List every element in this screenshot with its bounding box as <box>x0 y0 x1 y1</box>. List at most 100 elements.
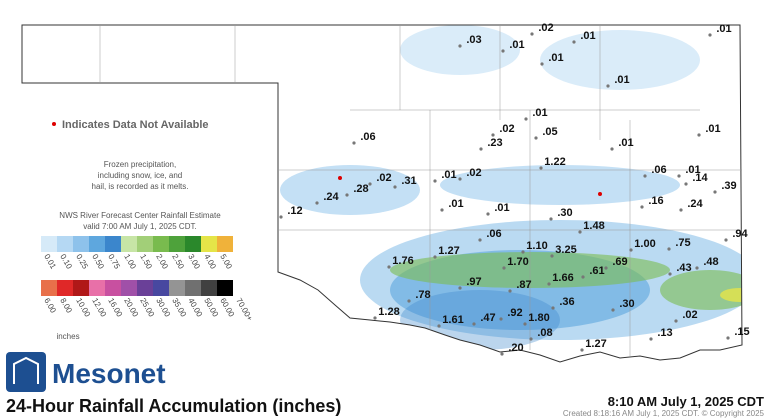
state-outline <box>21 24 743 363</box>
station-dot <box>523 322 527 326</box>
legend-swatch <box>153 236 169 252</box>
legend-label: 0.75 <box>106 253 122 271</box>
legend-label: 10.00 <box>74 297 92 319</box>
station-value: .87 <box>516 279 531 291</box>
station-value: .08 <box>537 327 552 339</box>
station-dot <box>345 193 349 197</box>
station-dot <box>668 272 672 276</box>
station-value: .39 <box>721 180 736 192</box>
station-value: .30 <box>557 207 572 219</box>
station-value: .15 <box>734 326 749 338</box>
station-dot <box>629 248 633 252</box>
station-dot <box>501 49 505 53</box>
legend-label: 70.00+ <box>234 297 254 323</box>
missing-station <box>338 176 342 180</box>
legend-swatch <box>201 236 217 252</box>
station-value: .43 <box>676 262 691 274</box>
legend-label: 12.00 <box>90 297 108 319</box>
station-dot <box>674 319 678 323</box>
legend-units: inches <box>56 332 79 341</box>
legend-label: 35.00 <box>170 297 188 319</box>
station-dot <box>713 190 717 194</box>
station-dot <box>550 254 554 258</box>
station-value: .92 <box>507 307 522 319</box>
station-dot <box>578 230 582 234</box>
legend-title: valid 7:00 AM July 1, 2025 CDT. <box>83 222 196 231</box>
station-dot <box>499 317 503 321</box>
station-dot <box>530 32 534 36</box>
station-value: .24 <box>687 198 703 210</box>
legend-swatch <box>217 280 233 296</box>
station-value: 1.66 <box>552 272 573 284</box>
legend-swatch <box>169 236 185 252</box>
station-dot <box>491 133 495 137</box>
station-value: 1.28 <box>378 306 399 318</box>
legend-swatch <box>153 280 169 296</box>
station-dot <box>726 336 730 340</box>
station-dot <box>472 322 476 326</box>
station-value: .01 <box>618 137 633 149</box>
station-value: .47 <box>480 312 495 324</box>
station-dot <box>486 212 490 216</box>
brand: Mesonet <box>52 358 166 389</box>
station-value: .01 <box>580 30 595 42</box>
station-dot <box>315 201 319 205</box>
station-dot <box>352 141 356 145</box>
station-dot <box>695 266 699 270</box>
station-dot <box>667 247 671 251</box>
station-dot <box>610 147 614 151</box>
legend-swatch <box>57 280 73 296</box>
station-value: 1.10 <box>526 240 547 252</box>
legend-swatch <box>137 280 153 296</box>
created: Created 8:18:16 AM July 1, 2025 CDT. © C… <box>563 409 765 418</box>
legend-label: 50.00 <box>202 297 220 319</box>
legend-label: 25.00 <box>138 297 156 319</box>
station-dot <box>500 352 504 356</box>
station-dot <box>697 133 701 137</box>
legend-label: 60.00 <box>218 297 236 319</box>
station-dot <box>708 33 712 37</box>
station-dot <box>387 265 391 269</box>
note-line: including snow, ice, and <box>98 171 183 180</box>
station-value: .02 <box>376 172 391 184</box>
station-dot <box>440 208 444 212</box>
station-dot <box>649 337 653 341</box>
legend-label: 4.00 <box>202 253 218 271</box>
station-dot <box>581 275 585 279</box>
station-value: 1.00 <box>634 238 655 250</box>
station-dot <box>611 308 615 312</box>
station-dot <box>478 238 482 242</box>
legend-swatch <box>121 236 137 252</box>
station-value: 1.22 <box>544 156 565 168</box>
station-value: .06 <box>360 131 375 143</box>
station-dot <box>534 136 538 140</box>
station-value: .01 <box>441 169 456 181</box>
legend-label: 5.00 <box>218 253 234 271</box>
legend-swatch <box>217 236 233 252</box>
legend-swatch <box>105 280 121 296</box>
station-value: .36 <box>559 296 574 308</box>
station-value: .12 <box>287 205 302 217</box>
station-dot <box>433 255 437 259</box>
legend-swatch <box>41 280 57 296</box>
frozen-note: Frozen precipitation, including snow, ic… <box>92 160 189 191</box>
station-dot <box>458 44 462 48</box>
legend-label: 8.00 <box>58 297 74 315</box>
title: 24-Hour Rainfall Accumulation (inches) <box>6 396 341 416</box>
legend-swatch <box>89 236 105 252</box>
station-dot <box>368 182 372 186</box>
station-value: .02 <box>538 22 553 34</box>
station-dot <box>551 306 555 310</box>
station-value: .06 <box>651 164 666 176</box>
station-value: .20 <box>508 342 523 354</box>
station-dot <box>684 182 688 186</box>
station-value: .61 <box>589 265 604 277</box>
station-value: .01 <box>705 123 720 135</box>
legend-swatch <box>105 236 121 252</box>
legend-label: 20.00 <box>122 297 140 319</box>
station-value: .48 <box>703 256 718 268</box>
station-dot <box>529 337 533 341</box>
station-dot <box>407 299 411 303</box>
